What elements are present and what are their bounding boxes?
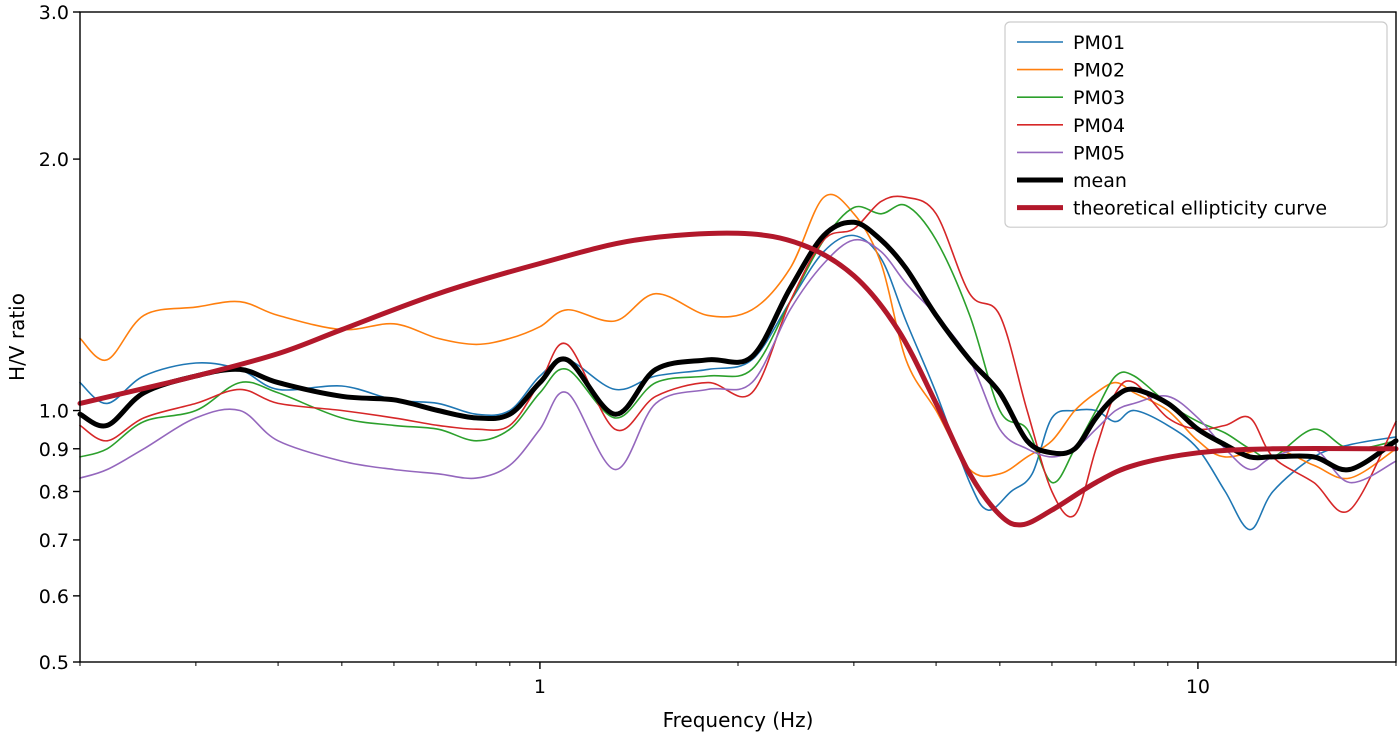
y-tick-label: 0.6	[39, 586, 69, 608]
series-line-pm01	[79, 234, 1397, 531]
y-tick-label: 2.0	[39, 149, 69, 171]
legend-box	[1004, 21, 1388, 228]
legend-label-theoretical-ellipticity-curve: theoretical ellipticity curve	[1073, 198, 1327, 220]
y-tick-label: 3.0	[39, 2, 69, 24]
legend-label-mean: mean	[1073, 170, 1127, 192]
y-tick-label: 1.0	[39, 401, 69, 423]
x-tick-label: 1	[534, 676, 546, 698]
y-tick-label: 0.7	[39, 530, 69, 552]
ticks-layer: 0.5 0.6 0.7 0.8 0.9 1.0 2.0 3.0 1 10	[39, 2, 1397, 698]
legend-label-pm02: PM02	[1073, 60, 1125, 82]
y-axis-title: H/V ratio	[5, 293, 29, 381]
y-tick-label: 0.9	[39, 439, 69, 461]
series-line-pm05	[79, 238, 1397, 484]
legend-label-pm03: PM03	[1073, 87, 1125, 109]
series-line-mean	[77, 219, 1399, 473]
series-line-pm04	[79, 195, 1397, 518]
y-tick-label: 0.8	[39, 481, 69, 503]
legend: PM01 PM02 PM03 PM04 PM05 mean theoretical elli…	[1004, 21, 1388, 228]
legend-label-pm01: PM01	[1073, 32, 1125, 54]
y-tick-label: 0.5	[39, 652, 69, 674]
series-line-theoretical-ellipticity-curve	[77, 230, 1399, 528]
x-tick-label: 10	[1186, 676, 1210, 698]
legend-label-pm04: PM04	[1073, 115, 1125, 137]
legend-label-pm05: PM05	[1073, 142, 1125, 164]
x-axis-title: Frequency (Hz)	[663, 708, 814, 732]
series-line-pm02	[79, 193, 1397, 480]
series-layer	[77, 193, 1399, 531]
